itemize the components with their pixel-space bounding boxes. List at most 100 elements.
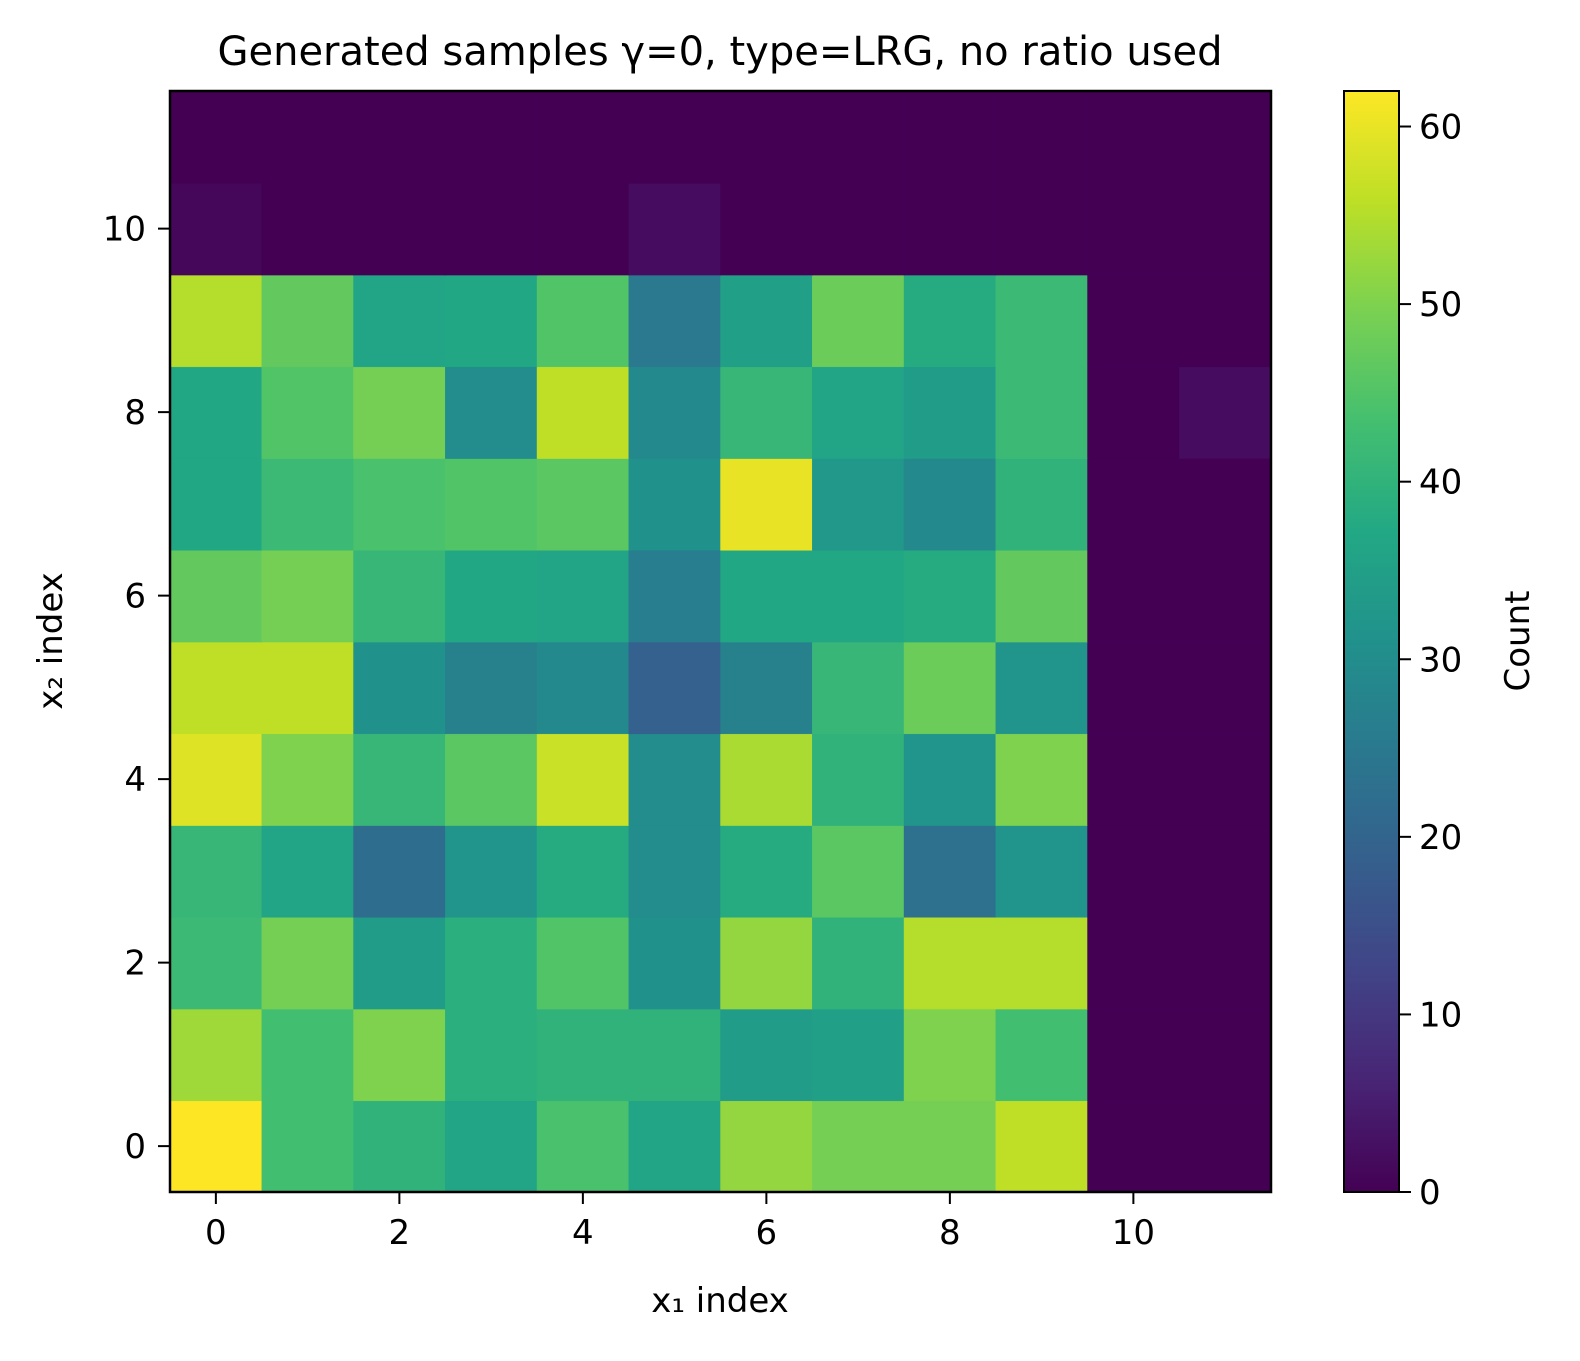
heatmap-cell — [1087, 641, 1181, 735]
heatmap-cell — [995, 641, 1089, 735]
heatmap-cell — [1179, 641, 1272, 735]
y-axis-label: x₂ index — [31, 572, 71, 710]
heatmap-cell — [1179, 824, 1272, 918]
heatmap-cell — [445, 549, 538, 643]
heatmap-cell — [903, 90, 997, 184]
heatmap-cell — [628, 824, 722, 918]
y-tick-label: 6 — [124, 577, 146, 617]
heatmap-cell — [445, 90, 538, 184]
colorbar-tick-label: 40 — [1419, 463, 1462, 503]
heatmap-cell — [812, 733, 905, 826]
heatmap-cell — [445, 733, 538, 826]
heatmap-cell — [445, 274, 538, 368]
heatmap-cell — [1087, 549, 1181, 643]
heatmap-cell — [445, 1008, 538, 1102]
colorbar-tick-label: 10 — [1419, 995, 1462, 1035]
x-axis-label: x₁ index — [651, 1281, 789, 1321]
heatmap-cell — [1087, 366, 1181, 459]
heatmap-cell — [445, 824, 538, 918]
y-tick-label: 4 — [124, 760, 146, 800]
heatmap-cell — [720, 457, 814, 551]
heatmap-cell — [536, 457, 630, 551]
x-tick-label: 6 — [756, 1213, 778, 1253]
heatmap-cell — [169, 90, 263, 184]
heatmap-cell — [628, 274, 722, 368]
heatmap-cell — [812, 824, 905, 918]
heatmap-cell — [628, 457, 722, 551]
heatmap-cell — [536, 824, 630, 918]
heatmap-cell — [720, 182, 814, 276]
heatmap-cell — [720, 916, 814, 1010]
heatmap-cell — [720, 824, 814, 918]
heatmap-cell — [536, 366, 630, 459]
heatmap-cell — [261, 90, 355, 184]
colorbar-axis: 0 10 20 30 40 50 60 — [1399, 108, 1462, 1213]
heatmap-cell — [353, 641, 447, 735]
heatmap-cell — [628, 90, 722, 184]
heatmap-cell — [353, 549, 447, 643]
heatmap-cells — [169, 90, 1272, 1193]
heatmap-cell — [1179, 274, 1272, 368]
heatmap-cell — [353, 182, 447, 276]
heatmap-cell — [995, 549, 1089, 643]
heatmap-cell — [353, 1100, 447, 1193]
heatmap-cell — [1087, 733, 1181, 826]
heatmap-cell — [1087, 274, 1181, 368]
heatmap-cell — [445, 1100, 538, 1193]
heatmap-cell — [445, 366, 538, 459]
heatmap-cell — [169, 549, 263, 643]
heatmap-cell — [1179, 916, 1272, 1010]
x-tick-label: 4 — [572, 1213, 594, 1253]
heatmap-cell — [628, 549, 722, 643]
colorbar-tick-label: 60 — [1419, 108, 1462, 148]
y-axis: 0 2 4 6 8 10 — [103, 210, 170, 1167]
heatmap-cell — [353, 824, 447, 918]
heatmap-cell — [261, 274, 355, 368]
heatmap-cell — [903, 549, 997, 643]
heatmap-cell — [1087, 90, 1181, 184]
heatmap-cell — [995, 457, 1089, 551]
x-tick-label: 8 — [939, 1213, 961, 1253]
heatmap-cell — [353, 90, 447, 184]
heatmap-cell — [353, 733, 447, 826]
heatmap-cell — [1179, 366, 1272, 459]
heatmap-cell — [1179, 733, 1272, 826]
y-tick-label: 8 — [124, 393, 146, 433]
heatmap-cell — [812, 1100, 905, 1193]
heatmap-cell — [169, 274, 263, 368]
heatmap-cell — [445, 457, 538, 551]
heatmap-cell — [628, 641, 722, 735]
heatmap-cell — [903, 366, 997, 459]
heatmap-cell — [169, 366, 263, 459]
y-tick-label: 0 — [124, 1127, 146, 1167]
heatmap-cell — [1179, 90, 1272, 184]
heatmap-cell — [536, 1008, 630, 1102]
heatmap-cell — [536, 733, 630, 826]
heatmap-cell — [720, 90, 814, 184]
x-tick-label: 2 — [389, 1213, 411, 1253]
heatmap-cell — [1087, 824, 1181, 918]
heatmap-cell — [995, 182, 1089, 276]
heatmap-cell — [536, 916, 630, 1010]
heatmap-cell — [720, 1100, 814, 1193]
heatmap-cell — [812, 366, 905, 459]
heatmap-cell — [995, 90, 1089, 184]
heatmap-cell — [995, 274, 1089, 368]
heatmap-cell — [353, 366, 447, 459]
heatmap-cell — [720, 274, 814, 368]
plot-frame — [168, 89, 1273, 1194]
heatmap-cell — [536, 182, 630, 276]
heatmap-cell — [445, 182, 538, 276]
heatmap-cell — [995, 916, 1089, 1010]
heatmap-cell — [169, 457, 263, 551]
heatmap-cell — [720, 366, 814, 459]
heatmap-cell — [628, 916, 722, 1010]
heatmap-cell — [536, 641, 630, 735]
heatmap-cell — [1087, 1100, 1181, 1193]
heatmap-cell — [261, 733, 355, 826]
colorbar-label: Count — [1498, 591, 1538, 692]
heatmap-cell — [261, 366, 355, 459]
heatmap-cell — [261, 1008, 355, 1102]
heatmap-cell — [1087, 916, 1181, 1010]
heatmap-cell — [995, 824, 1089, 918]
